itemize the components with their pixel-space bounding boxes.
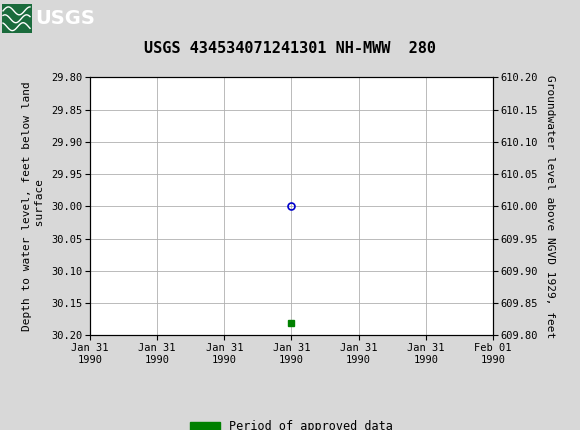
Text: USGS 434534071241301 NH-MWW  280: USGS 434534071241301 NH-MWW 280 bbox=[144, 41, 436, 56]
Bar bbox=[2, 4, 32, 33]
Y-axis label: Depth to water level, feet below land
 surface: Depth to water level, feet below land su… bbox=[22, 82, 45, 331]
Y-axis label: Groundwater level above NGVD 1929, feet: Groundwater level above NGVD 1929, feet bbox=[545, 75, 555, 338]
Legend: Period of approved data: Period of approved data bbox=[186, 415, 397, 430]
Text: USGS: USGS bbox=[35, 9, 95, 28]
